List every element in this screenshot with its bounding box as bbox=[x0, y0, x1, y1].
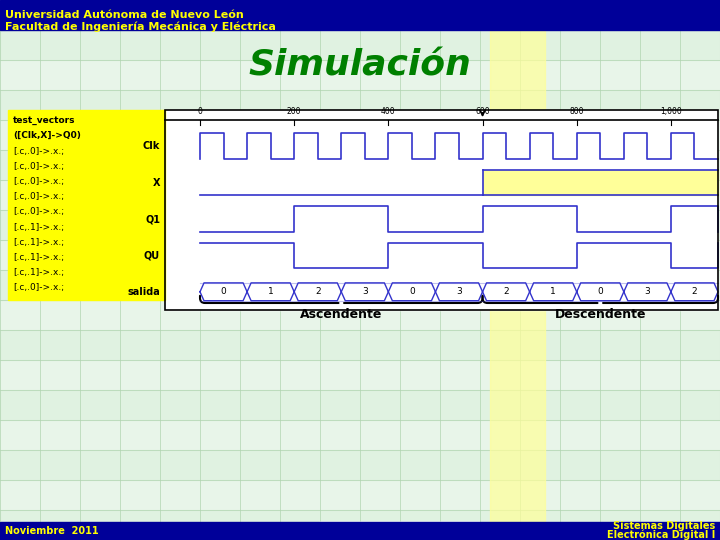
Polygon shape bbox=[320, 522, 480, 540]
Bar bbox=[0, 210, 720, 240]
Bar bbox=[0, 150, 720, 180]
Text: Q1: Q1 bbox=[145, 214, 160, 224]
Text: Electrónica Digital I: Electrónica Digital I bbox=[607, 530, 715, 540]
Text: [.c,.1]->.x.;: [.c,.1]->.x.; bbox=[13, 268, 64, 277]
Text: 200: 200 bbox=[287, 107, 302, 116]
Text: [.c,.0]->.x.;: [.c,.0]->.x.; bbox=[13, 192, 64, 201]
Text: 1,000: 1,000 bbox=[660, 107, 682, 116]
Text: Sistemas Digitales: Sistemas Digitales bbox=[613, 521, 715, 531]
Text: [.c,.0]->.x.;: [.c,.0]->.x.; bbox=[13, 146, 64, 156]
Text: Clk: Clk bbox=[143, 141, 160, 151]
Bar bbox=[0, 0, 720, 30]
Bar bbox=[0, 90, 720, 120]
Polygon shape bbox=[320, 0, 480, 30]
Bar bbox=[0, 450, 720, 480]
Text: 600: 600 bbox=[475, 107, 490, 116]
Text: 2: 2 bbox=[503, 287, 509, 296]
Bar bbox=[0, 510, 720, 540]
Bar bbox=[0, 270, 720, 300]
Text: ([Clk,X]->Q0): ([Clk,X]->Q0) bbox=[13, 131, 81, 140]
Text: QU: QU bbox=[144, 251, 160, 260]
Bar bbox=[0, 390, 720, 420]
Text: Descendente: Descendente bbox=[554, 308, 646, 321]
Bar bbox=[165, 110, 718, 310]
Text: Universidad Autónoma de Nuevo León: Universidad Autónoma de Nuevo León bbox=[5, 10, 244, 20]
Bar bbox=[0, 522, 720, 540]
Text: 0: 0 bbox=[220, 287, 226, 296]
Text: 3: 3 bbox=[456, 287, 462, 296]
Bar bbox=[0, 30, 720, 60]
Text: 1: 1 bbox=[268, 287, 274, 296]
Text: [.c,.0]->.x.;: [.c,.0]->.x.; bbox=[13, 162, 64, 171]
Text: [.c,.1]->.x.;: [.c,.1]->.x.; bbox=[13, 222, 64, 232]
Bar bbox=[490, 30, 545, 522]
Text: Ascendente: Ascendente bbox=[300, 308, 382, 321]
Text: X: X bbox=[153, 178, 160, 187]
Text: 3: 3 bbox=[362, 287, 368, 296]
Text: 0: 0 bbox=[197, 107, 202, 116]
Text: 800: 800 bbox=[570, 107, 584, 116]
Text: Noviembre  2011: Noviembre 2011 bbox=[5, 526, 99, 536]
Text: 400: 400 bbox=[381, 107, 396, 116]
Text: salida: salida bbox=[127, 287, 160, 297]
Text: Simulación: Simulación bbox=[248, 48, 472, 82]
Text: 2: 2 bbox=[315, 287, 320, 296]
Text: 0: 0 bbox=[598, 287, 603, 296]
Bar bbox=[165, 110, 718, 310]
Bar bbox=[482, 170, 718, 195]
Text: Facultad de Ingeniería Mecánica y Eléctrica: Facultad de Ingeniería Mecánica y Eléctr… bbox=[5, 22, 276, 32]
Text: [.c,.0]->.x.;: [.c,.0]->.x.; bbox=[13, 207, 64, 217]
Text: test_vectors: test_vectors bbox=[13, 116, 76, 125]
Text: [.c,.0]->.x.;: [.c,.0]->.x.; bbox=[13, 177, 64, 186]
Text: 1: 1 bbox=[550, 287, 556, 296]
Text: 0: 0 bbox=[409, 287, 415, 296]
Text: [.c,.0]->.x.;: [.c,.0]->.x.; bbox=[13, 284, 64, 292]
Bar bbox=[0, 330, 720, 360]
Bar bbox=[8, 110, 165, 300]
Text: [.c,.1]->.x.;: [.c,.1]->.x.; bbox=[13, 238, 64, 247]
Text: 3: 3 bbox=[644, 287, 650, 296]
Text: 2: 2 bbox=[692, 287, 697, 296]
Text: [.c,.1]->.x.;: [.c,.1]->.x.; bbox=[13, 253, 64, 262]
